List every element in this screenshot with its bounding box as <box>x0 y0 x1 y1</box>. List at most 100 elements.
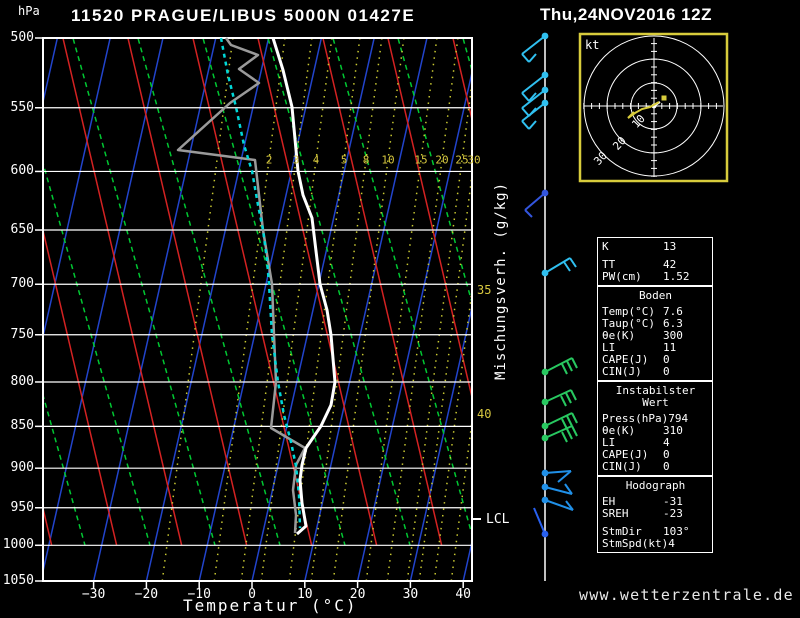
panel-row-value: 4 <box>668 537 675 550</box>
pressure-tick-label: 600 <box>10 163 34 179</box>
panel-row-value: 103° <box>663 525 690 538</box>
mixing-ratio-label: 8 <box>362 153 370 167</box>
panel-section-instabilster-wert: Instabilster Wert Press(hPa) 794 θe(K) 310 LI… <box>597 381 713 476</box>
panel-row: SREH -23 <box>602 508 709 520</box>
mixing-ratio-label: 25 <box>455 153 469 167</box>
mixing-ratio-label: 10 <box>381 153 395 167</box>
panel-row-label: StmSpd(kt) <box>602 537 669 550</box>
temperature-curve <box>271 37 337 536</box>
mixing-ratio-lines <box>161 38 472 581</box>
panel-row: θe(K) 310 <box>602 425 709 437</box>
pressure-tick-label: 800 <box>10 373 34 389</box>
panel-row-value: 11 <box>663 341 677 354</box>
isotherm-lines <box>43 38 472 581</box>
wind-barb <box>541 496 574 511</box>
panel-row-label: θe(K) <box>602 424 636 437</box>
panel-row: StmDir 103° <box>602 526 709 538</box>
panel-row: Taup(°C) 6.3 <box>602 318 709 330</box>
panel-section-indices: K 13 TT 42 PW(cm) 1.52 <box>597 237 713 286</box>
panel-row-value: 0 <box>663 460 670 473</box>
wind-barb <box>541 389 577 407</box>
panel-row-label: Press(hPa) <box>602 412 669 425</box>
pressure-tick-label: 950 <box>10 499 34 515</box>
temperature-tick-label: −30 <box>81 587 106 602</box>
panel-row: CAPE(J) 0 <box>602 449 709 461</box>
wind-barb <box>541 425 578 443</box>
panel-row: Temp(°C) 7.6 <box>602 306 709 318</box>
panel-row-label: K <box>602 240 609 253</box>
panel-row-value: 13 <box>663 240 677 253</box>
panel-row-value: 0 <box>663 353 670 366</box>
mixing-ratio-side-label: 40 <box>477 407 492 421</box>
panel-row-label: LI <box>602 436 616 449</box>
panel-row-value: 0 <box>663 448 670 461</box>
panel-row-value: 0 <box>663 365 670 378</box>
x-axis-label: Temperatur (°C) <box>183 596 358 615</box>
panel-row-value: 794 <box>668 412 689 425</box>
temperature-tick-label: 30 <box>402 587 419 602</box>
panel-row-label: Temp(°C) <box>602 305 655 318</box>
panel-row-value: 7.6 <box>663 305 683 318</box>
pressure-gridlines <box>43 107 472 546</box>
pressure-tick-label: 700 <box>10 276 34 292</box>
chart-border <box>42 37 473 582</box>
temperature-tick-label: 10 <box>296 587 313 602</box>
wind-barb <box>541 483 573 495</box>
axis-ticks <box>35 37 464 588</box>
panel-section-header: Instabilster Wert <box>615 384 696 409</box>
lcl-label: LCL <box>486 512 510 527</box>
mixing-ratio-label: 20 <box>435 153 449 167</box>
wind-barb <box>541 469 572 483</box>
wind-barb <box>541 412 578 430</box>
panel-row: CAPE(J) 0 <box>602 354 709 366</box>
panel-row: LI 11 <box>602 342 709 354</box>
wind-barb <box>524 189 549 218</box>
panel-row: θe(K) 300 <box>602 330 709 342</box>
wind-barb <box>533 507 549 538</box>
temperature-tick-label: 40 <box>455 587 472 602</box>
wind-barb <box>521 32 549 63</box>
mixing-ratio-label: 30 <box>467 153 481 167</box>
panel-row-value: -23 <box>663 507 683 520</box>
panel-row-label: CIN(J) <box>602 365 642 378</box>
hodograph-trace <box>627 101 660 119</box>
panel-row-label: CAPE(J) <box>602 353 649 366</box>
pressure-tick-label: 1050 <box>2 573 34 588</box>
panel-section-hodograph: Hodograph EH -31 SREH -23 StmDir 103° StmSpd(kt… <box>597 476 713 553</box>
pressure-tick-label: 900 <box>10 460 34 476</box>
panel-row: K 13 <box>602 241 709 253</box>
mixing-ratio-label: 3 <box>292 153 300 167</box>
panel-row: PW(cm) 1.52 <box>602 271 709 283</box>
panel-row: TT 42 <box>602 259 709 271</box>
mixing-ratio-label: 4 <box>312 153 320 167</box>
panel-row-label: LI <box>602 341 616 354</box>
hodograph-unit-label: kt <box>585 38 600 52</box>
panel-row-label: TT <box>602 258 616 271</box>
panel-row-label: CAPE(J) <box>602 448 649 461</box>
panel-row: EH -31 <box>602 496 709 508</box>
panel-row-value: -31 <box>663 495 683 508</box>
panel-row-label: StmDir <box>602 525 642 538</box>
panel-row-label: CIN(J) <box>602 460 642 473</box>
panel-row-value: 300 <box>663 329 683 342</box>
pressure-tick-label: 550 <box>10 99 34 115</box>
pressure-tick-label: 650 <box>10 222 34 238</box>
wind-barb <box>541 357 578 376</box>
panel-row-label: SREH <box>602 507 629 520</box>
panel-row: CIN(J) 0 <box>602 461 709 473</box>
wind-barb <box>521 71 549 102</box>
panel-row: CIN(J) 0 <box>602 366 709 378</box>
mixing-ratio-label: 15 <box>414 153 428 167</box>
panel-row: Press(hPa) 794 <box>602 413 709 425</box>
hodograph <box>578 32 729 183</box>
storm-motion-dot <box>661 95 667 101</box>
moist-adiabat-lines <box>43 38 472 546</box>
valid-datetime: Thu,24NOV2016 12Z <box>540 5 712 24</box>
panel-row-label: Taup(°C) <box>602 317 655 330</box>
panel-row: StmSpd(kt) 4 <box>602 538 709 550</box>
website-watermark: www.wetterzentrale.de <box>579 586 794 604</box>
hodograph-frame <box>578 32 729 183</box>
temperature-tick-label: 0 <box>248 587 256 602</box>
wind-barb-column <box>521 32 578 581</box>
